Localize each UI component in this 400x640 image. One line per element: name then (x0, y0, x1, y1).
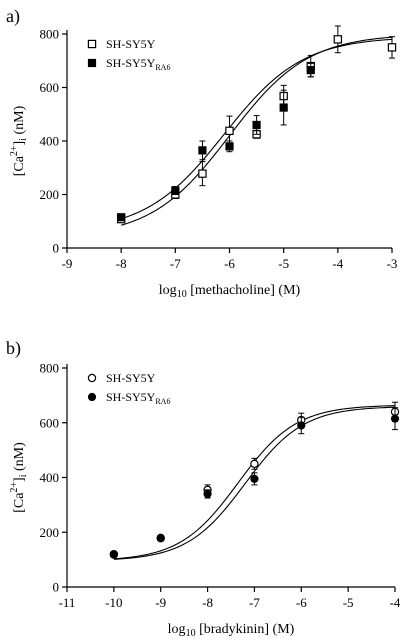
panel-b-x-tick-label: -8 (202, 595, 213, 610)
panel-a-y-tick-label: 400 (40, 134, 60, 149)
panel-b-y-tick-label: 200 (40, 525, 60, 540)
panel-b-y-axis-title: [Ca2+]i (nM) (9, 442, 29, 513)
panel-a-x-tick-label: -6 (224, 256, 235, 271)
panel-b-data-point (390, 414, 400, 423)
panel-b-legend-marker-2 (87, 392, 97, 402)
panel-a: a) 0 200 400 600 800 -9 -8 -7 -6 -5 -4 -3 log10 [meth… (6, 6, 397, 300)
panel-b-x-tick-label: -7 (249, 595, 260, 610)
panel-a-data-point (225, 142, 234, 151)
panel-a-data-point (333, 35, 343, 44)
panel-a-legend-marker-2 (87, 58, 97, 68)
panel-a-legend-marker-1 (87, 39, 97, 49)
panel-a-fit-curve-2 (121, 38, 393, 220)
panel-b-legend-marker-1 (87, 373, 97, 383)
panel-a-data-point (387, 43, 397, 52)
panel-b-x-tick-label: -6 (296, 595, 307, 610)
panel-b-y-tick-label: 0 (53, 580, 60, 595)
panel-a-data-point (306, 66, 315, 75)
panel-a-x-tick-label: -4 (332, 256, 343, 271)
panel-b-data-point (109, 550, 118, 559)
panel-b-data-point (297, 421, 306, 430)
panel-b-fit-curve-2 (113, 406, 396, 560)
panel-a-legend-label-1: SH-SY5Y (106, 37, 156, 51)
panel-a-data-point (225, 126, 234, 136)
panel-a-data-point (279, 103, 288, 112)
panel-a-x-tick-label: -7 (170, 256, 181, 271)
panel-a-label: a) (6, 6, 20, 27)
panel-b-label: b) (6, 338, 21, 359)
panel-b-x-tick-label: -5 (343, 595, 354, 610)
panel-a-data-point (117, 213, 126, 222)
panel-b-data-point (203, 489, 212, 499)
panel-b-y-tick-label: 400 (40, 470, 60, 485)
panel-a-data-point (171, 186, 180, 195)
panel-b-x-tick-label: -9 (155, 595, 166, 610)
panel-a-y-tick-label: 800 (40, 27, 60, 42)
panel-b-data-point (156, 533, 165, 542)
panel-a-series-2 (117, 62, 315, 222)
panel-a-fit-curve-1 (121, 36, 393, 226)
panel-a-y-tick-label: 200 (40, 187, 60, 202)
panel-a-data-point (252, 120, 261, 130)
panel-b: b) 0 200 400 600 800 -11 -10 -9 -8 -7 -6 -5 -4 log10 [… (6, 338, 400, 639)
panel-a-x-tick-label: -9 (62, 256, 73, 271)
panel-a-y-axis-title: [Ca2+]i (nM) (9, 105, 29, 176)
panel-b-x-axis-title: log10 [bradykinin] (M) (168, 622, 295, 639)
panel-a-data-point (198, 169, 207, 178)
panel-a-data-point (198, 146, 207, 155)
panel-a-y-tick-label: 0 (53, 241, 60, 256)
panel-a-legend-label-2: SH-SY5YRA6 (106, 56, 170, 72)
panel-b-x-tick-label: -10 (105, 595, 122, 610)
panel-b-x-tick-label: -11 (59, 595, 76, 610)
panel-b-y-tick-label: 600 (40, 415, 60, 430)
panel-b-y-tick-label: 800 (40, 361, 60, 376)
panel-b-legend-label-2: SH-SY5YRA6 (106, 390, 170, 406)
panel-b-data-point (250, 474, 259, 483)
panel-a-x-tick-label: -5 (278, 256, 289, 271)
panel-a-y-tick-label: 600 (40, 80, 60, 95)
panel-b-legend-label-1: SH-SY5Y (106, 371, 156, 385)
panel-b-series-2 (109, 407, 400, 559)
panel-a-x-tick-label: -8 (116, 256, 127, 271)
panel-b-x-tick-label: -4 (390, 595, 400, 610)
panel-a-x-tick-label: -3 (387, 256, 398, 271)
panel-b-data-point (250, 459, 259, 469)
panel-a-x-axis-title: log10 [methacholine] (M) (159, 283, 301, 300)
